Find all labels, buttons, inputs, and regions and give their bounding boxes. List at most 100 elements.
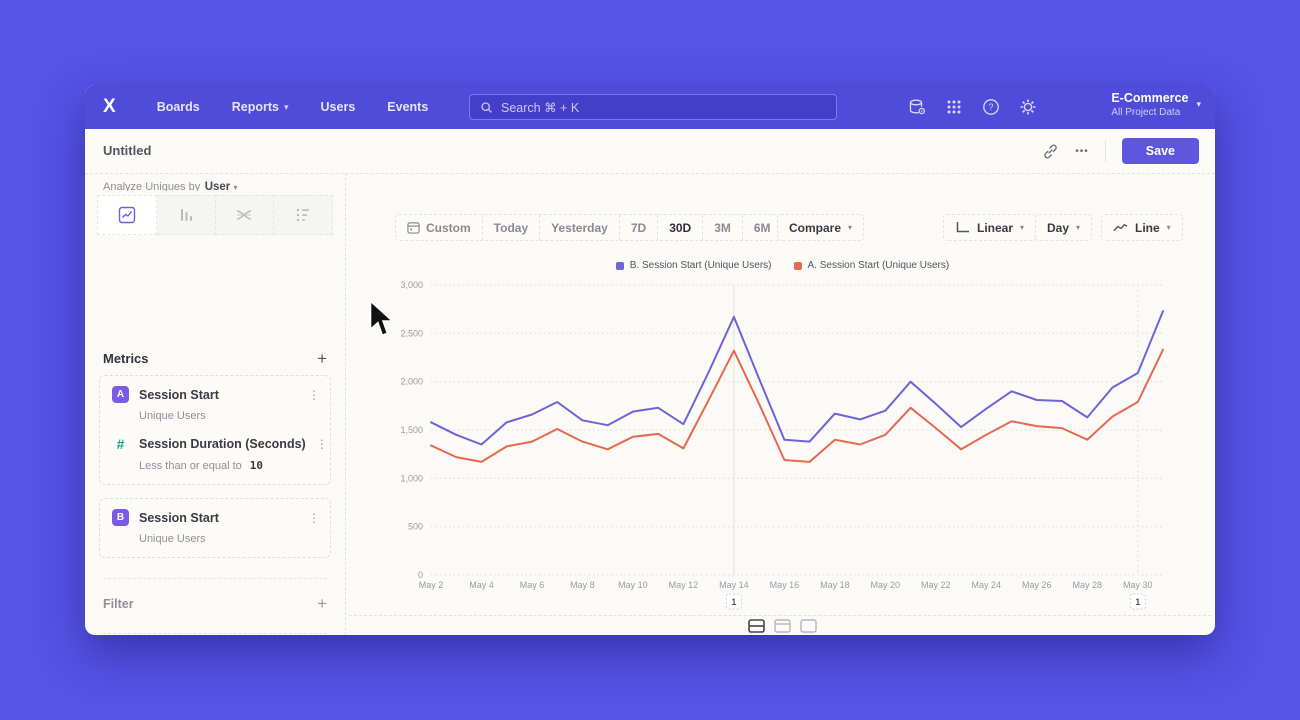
linear-axis-icon: [956, 222, 969, 233]
range-3m-button[interactable]: 3M: [702, 215, 742, 240]
range-custom-button[interactable]: Custom: [396, 215, 482, 240]
project-selector[interactable]: E-Commerce All Project Data ▾: [1111, 91, 1201, 118]
metric-condition[interactable]: Less than or equal to 10: [139, 459, 263, 472]
search-input[interactable]: Search ⌘ + K: [469, 94, 837, 120]
compare-dropdown[interactable]: Compare ▾: [777, 214, 865, 241]
chart-legend: B. Session Start (Unique Users) A. Sessi…: [395, 260, 1170, 271]
range-today-button[interactable]: Today: [481, 215, 539, 240]
legend-swatch-a: [793, 261, 802, 270]
breakdown-section-header: Breakdown +: [103, 633, 327, 635]
chevron-down-icon: ▾: [1166, 223, 1171, 232]
nav-menu: Boards Reports ▾ Users Events: [157, 100, 429, 114]
svg-text:May 2: May 2: [419, 580, 444, 590]
nav-item-events[interactable]: Events: [387, 100, 429, 114]
help-icon[interactable]: ?: [982, 98, 1000, 116]
legend-swatch-b: [615, 261, 624, 270]
layout-split-icon[interactable]: [748, 619, 765, 633]
number-filter-icon: #: [116, 436, 125, 452]
svg-text:1,500: 1,500: [400, 425, 423, 435]
save-button[interactable]: Save: [1121, 138, 1199, 164]
metric-row-duration[interactable]: # Session Duration (Seconds) ⋮: [112, 436, 328, 452]
line-chart[interactable]: 0 500 1,000 1,500 2,000 2,500 3,000 May 2 May 4 M…: [395, 275, 1170, 620]
metrics-section-header: Metrics +: [103, 348, 327, 368]
svg-text:May 14: May 14: [719, 580, 749, 590]
flow-sankey-icon: [237, 210, 252, 220]
search-placeholder: Search ⌘ + K: [501, 100, 580, 115]
metric-badge-b: B: [112, 509, 129, 526]
svg-text:1,000: 1,000: [400, 473, 423, 483]
apps-grid-icon[interactable]: [945, 98, 963, 116]
nav-item-users[interactable]: Users: [320, 100, 356, 114]
tab-flow[interactable]: [215, 195, 275, 235]
query-builder-sidebar: Analyze Uniques by User ▾ Metrics: [85, 173, 346, 635]
svg-text:3,000: 3,000: [400, 280, 423, 290]
layout-header-icon[interactable]: [774, 619, 791, 633]
range-7d-button[interactable]: 7D: [618, 215, 657, 240]
chevron-down-icon: ▾: [848, 223, 853, 232]
svg-text:2,000: 2,000: [400, 377, 423, 387]
range-30d-button[interactable]: 30D: [657, 215, 702, 240]
metric-subtitle[interactable]: Unique Users: [139, 533, 206, 545]
kebab-menu-icon[interactable]: ⋮: [315, 437, 328, 451]
svg-text:May 18: May 18: [820, 580, 850, 590]
chevron-down-icon: ▾: [1196, 99, 1201, 109]
chevron-down-icon: ▾: [233, 183, 238, 191]
svg-text:May 26: May 26: [1022, 580, 1052, 590]
svg-text:1: 1: [731, 597, 736, 607]
chevron-down-icon: ▾: [1076, 223, 1081, 232]
date-range-segmented-control: Custom Today Yesterday 7D 30D 3M 6M 12M: [395, 214, 829, 241]
metric-row-b[interactable]: B Session Start ⋮: [112, 509, 320, 526]
add-filter-button[interactable]: +: [317, 594, 327, 613]
kebab-menu-icon[interactable]: ⋮: [308, 387, 320, 402]
layout-full-icon[interactable]: [800, 619, 817, 633]
data-management-icon[interactable]: [908, 98, 926, 116]
divider: [1104, 140, 1106, 162]
range-yesterday-button[interactable]: Yesterday: [539, 215, 619, 240]
svg-text:May 12: May 12: [669, 580, 699, 590]
bottom-divider: [349, 615, 1211, 616]
svg-text:May 28: May 28: [1073, 580, 1103, 590]
kebab-menu-icon[interactable]: ⋮: [308, 510, 320, 525]
metric-subtitle[interactable]: Unique Users: [139, 410, 206, 422]
app-window: X Boards Reports ▾ Users Events Search ⌘ …: [85, 85, 1215, 635]
settings-gear-icon[interactable]: [1019, 98, 1037, 116]
tab-insights-line[interactable]: [97, 195, 157, 235]
add-metric-button[interactable]: +: [317, 348, 327, 368]
segmentation-icon: [296, 208, 310, 222]
chart-type-tabs: [97, 195, 333, 235]
line-chart-canvas[interactable]: 0 500 1,000 1,500 2,000 2,500 3,000 May 2 May 4 M…: [395, 275, 1170, 620]
search-icon: [481, 101, 492, 113]
analyze-uniques-row: Analyze Uniques by User ▾: [103, 181, 238, 191]
project-subtitle: All Project Data: [1111, 107, 1181, 118]
share-link-icon[interactable]: [1042, 143, 1059, 160]
chevron-down-icon: ▾: [284, 101, 289, 112]
svg-text:May 6: May 6: [520, 580, 545, 590]
line-chart-icon: [118, 206, 136, 224]
svg-text:May 22: May 22: [921, 580, 951, 590]
metric-card-group-1: A Session Start ⋮ Unique Users # Session…: [99, 375, 331, 485]
range-6m-button[interactable]: 6M: [741, 215, 782, 240]
more-options-button[interactable]: •••: [1075, 145, 1089, 157]
nav-icon-group: ?: [908, 85, 1037, 129]
filter-section-header: Filter +: [103, 578, 327, 613]
tab-bar-chart[interactable]: [156, 195, 216, 235]
nav-item-boards[interactable]: Boards: [156, 100, 200, 114]
scale-dropdown[interactable]: Linear ▾: [943, 214, 1037, 241]
chart-style-dropdown[interactable]: Line ▾: [1101, 214, 1183, 241]
interval-dropdown[interactable]: Day ▾: [1035, 214, 1093, 241]
tab-retention[interactable]: [274, 195, 333, 235]
condition-value[interactable]: 10: [249, 459, 263, 472]
nav-item-reports[interactable]: Reports ▾: [231, 100, 289, 114]
layout-toggle-group: [748, 619, 817, 633]
chevron-down-icon: ▾: [1020, 223, 1025, 232]
report-title[interactable]: Untitled: [103, 143, 152, 158]
svg-text:May 4: May 4: [469, 580, 494, 590]
metric-row-a[interactable]: A Session Start ⋮: [112, 386, 320, 403]
legend-item-b[interactable]: B. Session Start (Unique Users): [615, 260, 772, 271]
legend-item-a[interactable]: A. Session Start (Unique Users): [793, 260, 949, 271]
svg-text:May 20: May 20: [871, 580, 901, 590]
analyze-by-dropdown[interactable]: User ▾: [204, 181, 238, 191]
calendar-icon: [407, 222, 420, 234]
mixpanel-logo-icon[interactable]: X: [103, 96, 116, 117]
